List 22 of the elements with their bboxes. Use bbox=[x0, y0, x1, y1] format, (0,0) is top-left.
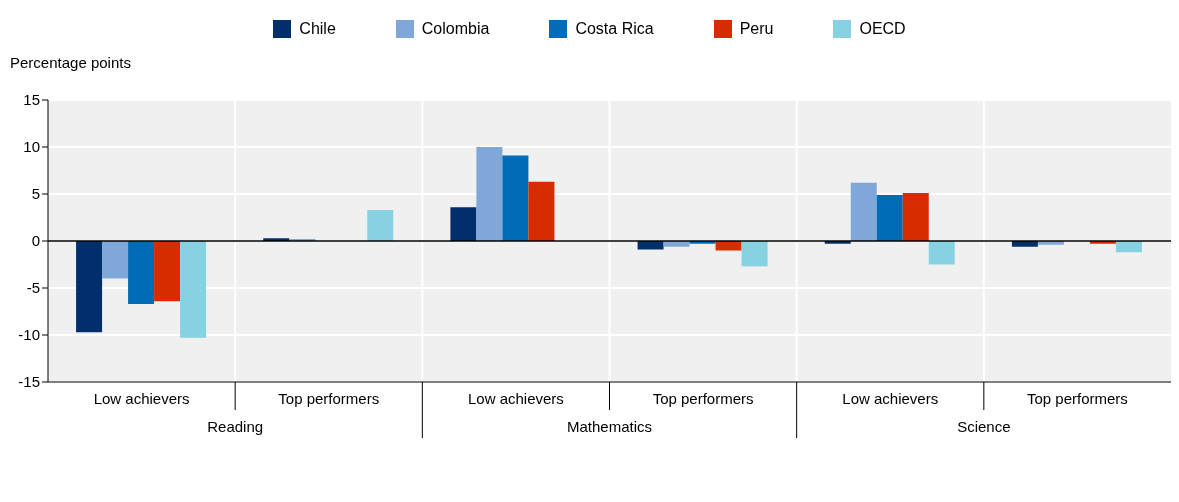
text: Science bbox=[957, 418, 1011, 435]
x-tick-label: Top performers bbox=[278, 390, 380, 407]
y-tick-label: 15 bbox=[23, 91, 40, 109]
y-tick-label: 0 bbox=[31, 232, 40, 250]
text: Reading bbox=[207, 418, 264, 435]
x-tick-label: Top performers bbox=[652, 390, 754, 407]
legend-label: Chile bbox=[298, 20, 336, 38]
x-tick-label: Low achievers bbox=[93, 390, 190, 407]
x-tick-label: Low achievers bbox=[467, 390, 564, 407]
y-tick-label: -10 bbox=[18, 326, 40, 344]
y-axis-title: Percentage points bbox=[10, 54, 131, 71]
y-tick-label: 10 bbox=[23, 138, 40, 156]
legend-label: Colombia bbox=[420, 20, 490, 38]
y-tick-label: -5 bbox=[26, 279, 40, 297]
legend-label: Peru bbox=[738, 20, 774, 38]
y-tick-label: -15 bbox=[18, 373, 40, 391]
x-tick-label: Low achievers bbox=[842, 390, 939, 407]
x-tick-label: Top performers bbox=[1026, 390, 1128, 407]
legend-label: Costa Rica bbox=[574, 20, 654, 38]
text: Mathematics bbox=[566, 418, 653, 435]
legend-label: OECD bbox=[858, 20, 906, 38]
y-tick-label: 5 bbox=[31, 185, 40, 203]
